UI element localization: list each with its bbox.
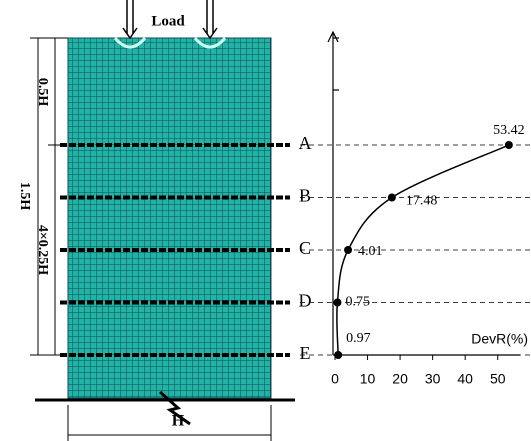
point (333, 299, 341, 307)
point (505, 141, 513, 149)
section-label: B (299, 186, 311, 206)
total-height-label: 1.5H (17, 182, 32, 211)
x-axis-label: DevR(%) (471, 331, 528, 347)
value-label: 4.01 (358, 244, 383, 259)
point (388, 194, 396, 202)
section-label: C (299, 238, 311, 258)
top-height-label: 0.5H (35, 78, 50, 107)
value-label: 0.97 (346, 331, 371, 346)
x-tick-label: 20 (392, 371, 408, 387)
x-tick-label: 0 (331, 371, 339, 387)
segments-label: 4×0.25H (35, 225, 50, 275)
figure: Load H 1.5H 0.5H 4×0.25H 0 10 20 30 40 50 DevR… (0, 0, 531, 441)
x-tick-label: 40 (457, 371, 473, 387)
x-tick-label: 30 (425, 371, 441, 387)
load-label: Load (151, 13, 185, 29)
value-label: 17.48 (406, 194, 438, 209)
width-label: H (172, 413, 185, 430)
value-label: 0.75 (345, 295, 370, 310)
section-label: A (299, 133, 312, 153)
point (344, 246, 352, 254)
x-tick-label: 50 (490, 371, 506, 387)
mesh (68, 38, 271, 398)
value-label: 53.42 (493, 123, 525, 138)
section-label: D (299, 291, 312, 311)
point (334, 351, 342, 359)
section-label: E (300, 343, 311, 363)
x-tick-label: 10 (360, 371, 376, 387)
